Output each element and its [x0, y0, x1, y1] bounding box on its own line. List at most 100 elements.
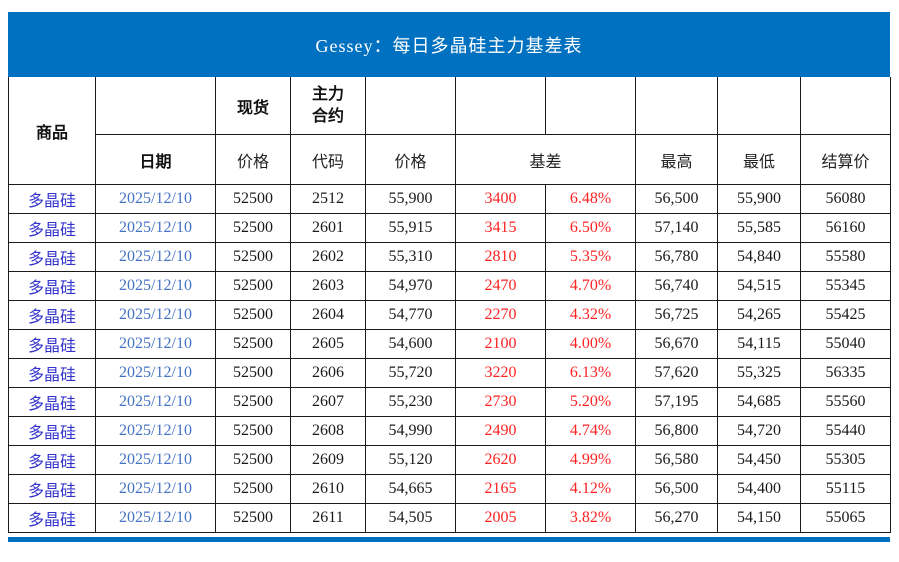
cell-low: 55,585 [717, 213, 801, 243]
basis-table: 商品 现货 主力合约 日期 价格 代码 价格 基差 最高 最低 结算价 [8, 77, 891, 533]
cell-date: 2025/12/10 [95, 213, 216, 243]
table-row: 多晶硅 2025/12/10 52500 2512 55,900 3400 6.… [8, 184, 891, 214]
cell-main-price: 55,120 [365, 445, 456, 475]
cell-product: 多晶硅 [8, 213, 96, 243]
cell-main-price: 55,915 [365, 213, 456, 243]
col-header-low: 最低 [717, 134, 801, 185]
cell-date: 2025/12/10 [95, 300, 216, 330]
cell-low: 54,115 [717, 329, 801, 359]
cell-code: 2602 [290, 242, 366, 272]
cell-low: 54,685 [717, 387, 801, 417]
cell-spot-price: 52500 [215, 184, 291, 214]
cell-spot-price: 52500 [215, 503, 291, 533]
cell-spot-price: 52500 [215, 329, 291, 359]
cell-basis: 2100 [455, 329, 546, 359]
cell-basis-pct: 3.82% [545, 503, 636, 533]
cell-product: 多晶硅 [8, 242, 96, 272]
table-row: 多晶硅 2025/12/10 52500 2603 54,970 2470 4.… [8, 271, 891, 301]
cell-basis-pct: 4.99% [545, 445, 636, 475]
cell-settlement: 55345 [800, 271, 891, 301]
col-header-code: 代码 [290, 134, 366, 185]
cell-high: 57,140 [635, 213, 718, 243]
cell-settlement: 55580 [800, 242, 891, 272]
cell-spot-price: 52500 [215, 445, 291, 475]
cell-product: 多晶硅 [8, 184, 96, 214]
cell-main-price: 54,665 [365, 474, 456, 504]
report-title: Gessey：每日多晶硅主力基差表 [315, 35, 583, 56]
cell-basis-pct: 4.32% [545, 300, 636, 330]
cell-high: 56,270 [635, 503, 718, 533]
cell-high: 56,670 [635, 329, 718, 359]
header-band-cell [800, 77, 891, 135]
cell-settlement: 55040 [800, 329, 891, 359]
cell-main-price: 55,720 [365, 358, 456, 388]
col-header-basis: 基差 [455, 134, 636, 185]
cell-product: 多晶硅 [8, 329, 96, 359]
col-header-main-price: 价格 [365, 134, 456, 185]
cell-date: 2025/12/10 [95, 242, 216, 272]
cell-main-price: 54,770 [365, 300, 456, 330]
cell-low: 54,400 [717, 474, 801, 504]
table-row: 多晶硅 2025/12/10 52500 2607 55,230 2730 5.… [8, 387, 891, 417]
cell-settlement: 55560 [800, 387, 891, 417]
cell-spot-price: 52500 [215, 416, 291, 446]
cell-basis: 2490 [455, 416, 546, 446]
cell-settlement: 55425 [800, 300, 891, 330]
cell-high: 56,725 [635, 300, 718, 330]
cell-date: 2025/12/10 [95, 416, 216, 446]
header-band-cell [545, 77, 636, 135]
cell-basis: 2270 [455, 300, 546, 330]
cell-low: 54,450 [717, 445, 801, 475]
cell-high: 57,195 [635, 387, 718, 417]
cell-basis-pct: 5.20% [545, 387, 636, 417]
cell-high: 56,780 [635, 242, 718, 272]
title-bar: Gessey：每日多晶硅主力基差表 [8, 12, 890, 77]
cell-high: 56,580 [635, 445, 718, 475]
cell-basis: 3220 [455, 358, 546, 388]
table-row: 多晶硅 2025/12/10 52500 2608 54,990 2490 4.… [8, 416, 891, 446]
cell-low: 54,265 [717, 300, 801, 330]
main-contract-label: 主力合约 [311, 85, 344, 125]
cell-settlement: 56335 [800, 358, 891, 388]
cell-product: 多晶硅 [8, 416, 96, 446]
cell-settlement: 56160 [800, 213, 891, 243]
cell-product: 多晶硅 [8, 271, 96, 301]
cell-code: 2611 [290, 503, 366, 533]
cell-product: 多晶硅 [8, 358, 96, 388]
cell-spot-price: 52500 [215, 242, 291, 272]
cell-main-price: 54,970 [365, 271, 456, 301]
header-row-fields: 日期 价格 代码 价格 基差 最高 最低 结算价 [9, 134, 891, 185]
cell-basis-pct: 5.35% [545, 242, 636, 272]
table-row: 多晶硅 2025/12/10 52500 2606 55,720 3220 6.… [8, 358, 891, 388]
table-row: 多晶硅 2025/12/10 52500 2605 54,600 2100 4.… [8, 329, 891, 359]
cell-code: 2512 [290, 184, 366, 214]
cell-basis: 3400 [455, 184, 546, 214]
table-row: 多晶硅 2025/12/10 52500 2609 55,120 2620 4.… [8, 445, 891, 475]
table-row: 多晶硅 2025/12/10 52500 2610 54,665 2165 4.… [8, 474, 891, 504]
cell-code: 2608 [290, 416, 366, 446]
header-blank-cell [95, 77, 216, 135]
table-row: 多晶硅 2025/12/10 52500 2611 54,505 2005 3.… [8, 503, 891, 533]
cell-basis: 2470 [455, 271, 546, 301]
cell-basis-pct: 6.50% [545, 213, 636, 243]
cell-basis-pct: 4.12% [545, 474, 636, 504]
cell-high: 56,800 [635, 416, 718, 446]
cell-basis: 2810 [455, 242, 546, 272]
cell-spot-price: 52500 [215, 358, 291, 388]
header-band-cell [717, 77, 801, 135]
cell-settlement: 55065 [800, 503, 891, 533]
cell-date: 2025/12/10 [95, 271, 216, 301]
cell-basis-pct: 4.70% [545, 271, 636, 301]
col-header-spot-group: 现货 [215, 77, 291, 135]
cell-basis: 2165 [455, 474, 546, 504]
cell-code: 2607 [290, 387, 366, 417]
cell-spot-price: 52500 [215, 271, 291, 301]
cell-code: 2606 [290, 358, 366, 388]
cell-product: 多晶硅 [8, 300, 96, 330]
cell-low: 55,325 [717, 358, 801, 388]
cell-code: 2609 [290, 445, 366, 475]
cell-code: 2603 [290, 271, 366, 301]
header-band-cell [455, 77, 546, 135]
cell-main-price: 54,505 [365, 503, 456, 533]
table-row: 多晶硅 2025/12/10 52500 2601 55,915 3415 6.… [8, 213, 891, 243]
